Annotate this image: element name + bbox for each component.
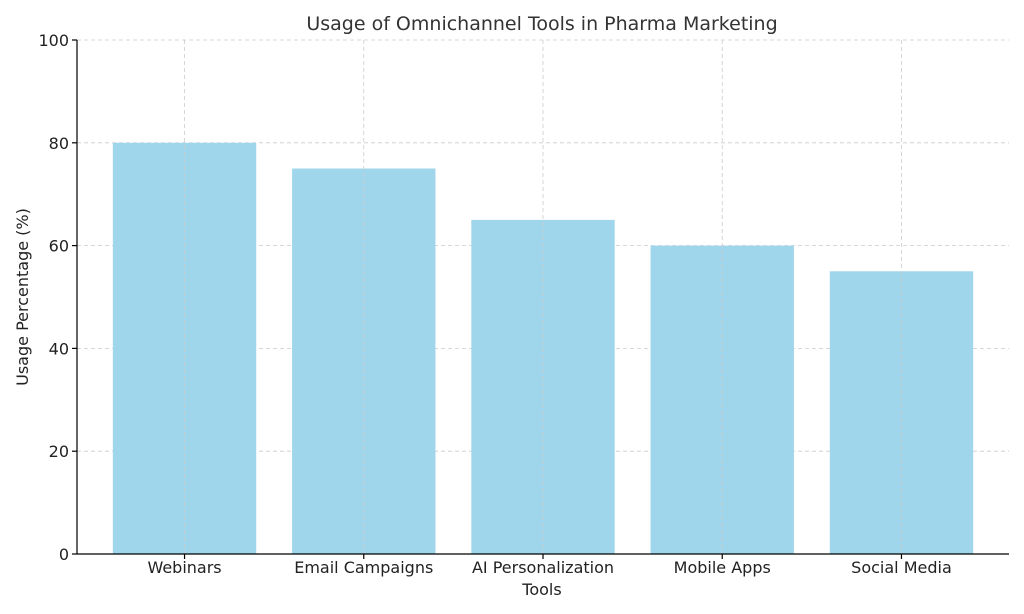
x-tick-label: Webinars <box>147 558 221 577</box>
x-tick-label: AI Personalization <box>472 558 614 577</box>
chart-title: Usage of Omnichannel Tools in Pharma Mar… <box>306 13 777 35</box>
y-axis-label: Usage Percentage (%) <box>13 208 32 386</box>
y-tick-label: 20 <box>49 442 69 461</box>
bars <box>112 40 974 555</box>
y-tick-label: 100 <box>38 31 69 50</box>
x-axis-label: Tools <box>521 580 561 599</box>
x-tick-label: Mobile Apps <box>674 558 771 577</box>
x-tick-label: Email Campaigns <box>294 558 433 577</box>
y-tick-label: 60 <box>49 237 69 256</box>
y-tick-label: 0 <box>59 545 69 564</box>
y-tick-label: 40 <box>49 339 69 358</box>
y-tick-label: 80 <box>49 134 69 153</box>
x-tick-label: Social Media <box>851 558 952 577</box>
axes: 0 20 40 60 80 100 Webinars Email Campaigns AI Pe… <box>38 31 1009 577</box>
